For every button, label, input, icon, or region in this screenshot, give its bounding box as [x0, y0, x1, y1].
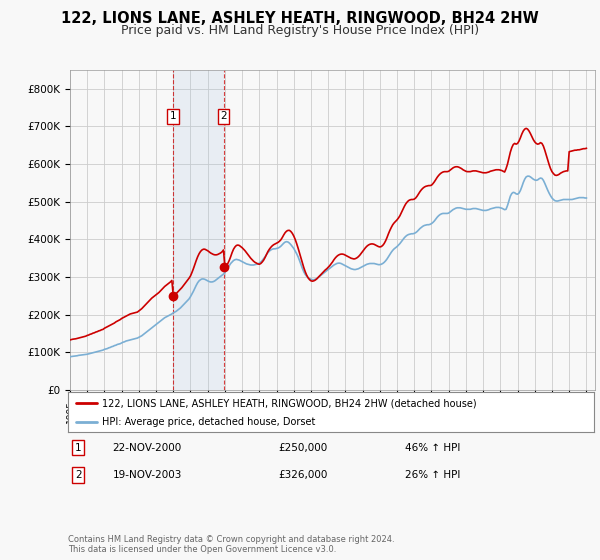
Text: 122, LIONS LANE, ASHLEY HEATH, RINGWOOD, BH24 2HW (detached house): 122, LIONS LANE, ASHLEY HEATH, RINGWOOD,…	[102, 398, 477, 408]
Text: 46% ↑ HPI: 46% ↑ HPI	[404, 442, 460, 452]
Bar	[173, 70, 224, 390]
Text: 2: 2	[75, 470, 82, 480]
Text: 122, LIONS LANE, ASHLEY HEATH, RINGWOOD, BH24 2HW: 122, LIONS LANE, ASHLEY HEATH, RINGWOOD,…	[61, 11, 539, 26]
Text: Price paid vs. HM Land Registry's House Price Index (HPI): Price paid vs. HM Land Registry's House …	[121, 24, 479, 37]
Text: 22-NOV-2000: 22-NOV-2000	[113, 442, 182, 452]
Text: Contains HM Land Registry data © Crown copyright and database right 2024.
This d: Contains HM Land Registry data © Crown c…	[68, 535, 395, 554]
Text: HPI: Average price, detached house, Dorset: HPI: Average price, detached house, Dors…	[102, 417, 316, 427]
Text: 26% ↑ HPI: 26% ↑ HPI	[404, 470, 460, 480]
Text: 19-NOV-2003: 19-NOV-2003	[113, 470, 182, 480]
Text: £250,000: £250,000	[278, 442, 328, 452]
Text: 1: 1	[75, 442, 82, 452]
Text: £326,000: £326,000	[278, 470, 328, 480]
Text: 1: 1	[170, 111, 176, 122]
Text: 2: 2	[220, 111, 227, 122]
